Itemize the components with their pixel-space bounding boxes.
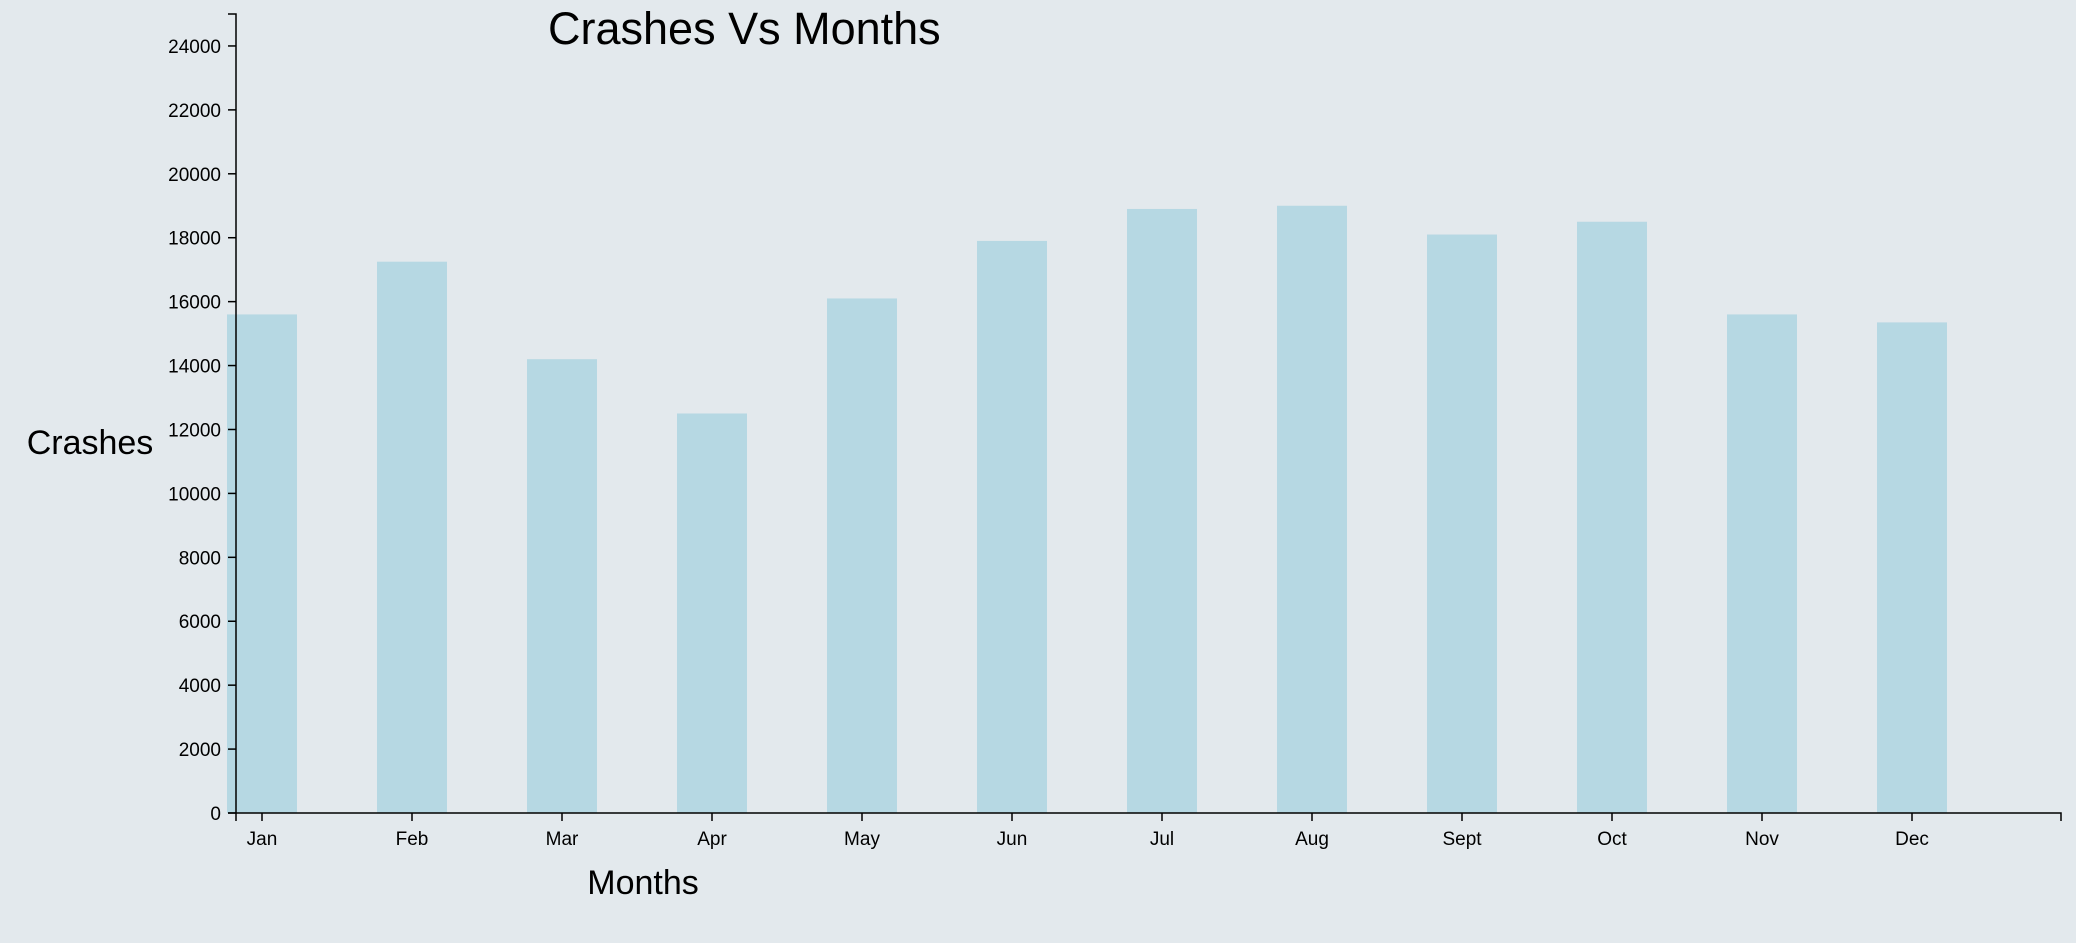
bar-jul [1127, 208, 1197, 813]
bar-feb [377, 261, 447, 813]
bars-group [227, 205, 1947, 814]
bar-may [827, 298, 897, 814]
bar-aug [1277, 205, 1347, 813]
x-tick-label-dec: Dec [1895, 829, 1929, 850]
x-tick-label-nov: Nov [1745, 829, 1779, 850]
y-axis-title: Crashes [27, 424, 154, 462]
y-tick-label: 12000 [168, 420, 221, 441]
x-axis-line [235, 812, 2062, 821]
y-tick-label: 10000 [168, 484, 221, 505]
y-tick-label: 2000 [179, 740, 221, 761]
x-axis-title: Months [587, 864, 699, 902]
x-tick-label-may: May [844, 829, 880, 850]
x-tick-label-jan: Jan [247, 829, 278, 850]
bar-dec [1877, 322, 1947, 813]
bar-jan [227, 314, 297, 813]
x-tick-label-jun: Jun [997, 829, 1028, 850]
x-tick-label-jul: Jul [1150, 829, 1174, 850]
y-tick-label: 24000 [168, 37, 221, 58]
bar-nov [1727, 314, 1797, 813]
x-tick-label-apr: Apr [697, 829, 727, 850]
x-tick-label-oct: Oct [1597, 829, 1627, 850]
bar-mar [527, 359, 597, 813]
x-axis: Jan Feb Mar Apr May Jun Jul Aug Sept Oct Nov Dec [235, 812, 2062, 850]
x-tick-label-aug: Aug [1295, 829, 1329, 850]
y-tick-label: 14000 [168, 357, 221, 378]
chart-title: Crashes Vs Months [548, 3, 941, 54]
y-tick-label: 0 [210, 804, 221, 825]
x-tick-label-sept: Sept [1442, 829, 1482, 850]
y-tick-label: 6000 [179, 612, 221, 633]
bar-apr [677, 413, 747, 813]
bar-sept [1427, 234, 1497, 814]
x-tick-label-mar: Mar [546, 829, 579, 850]
bar-jun [977, 240, 1047, 813]
y-axis: 0 2000 4000 6000 8000 10000 12000 14000 16000 180… [168, 13, 237, 825]
y-tick-label: 18000 [168, 229, 221, 250]
y-tick-label: 4000 [179, 676, 221, 697]
y-tick-label: 22000 [168, 101, 221, 122]
bar-oct [1577, 221, 1647, 814]
y-tick-label: 8000 [179, 548, 221, 569]
y-tick-label: 16000 [168, 293, 221, 314]
x-tick-label-feb: Feb [396, 829, 429, 850]
y-tick-label: 20000 [168, 165, 221, 186]
